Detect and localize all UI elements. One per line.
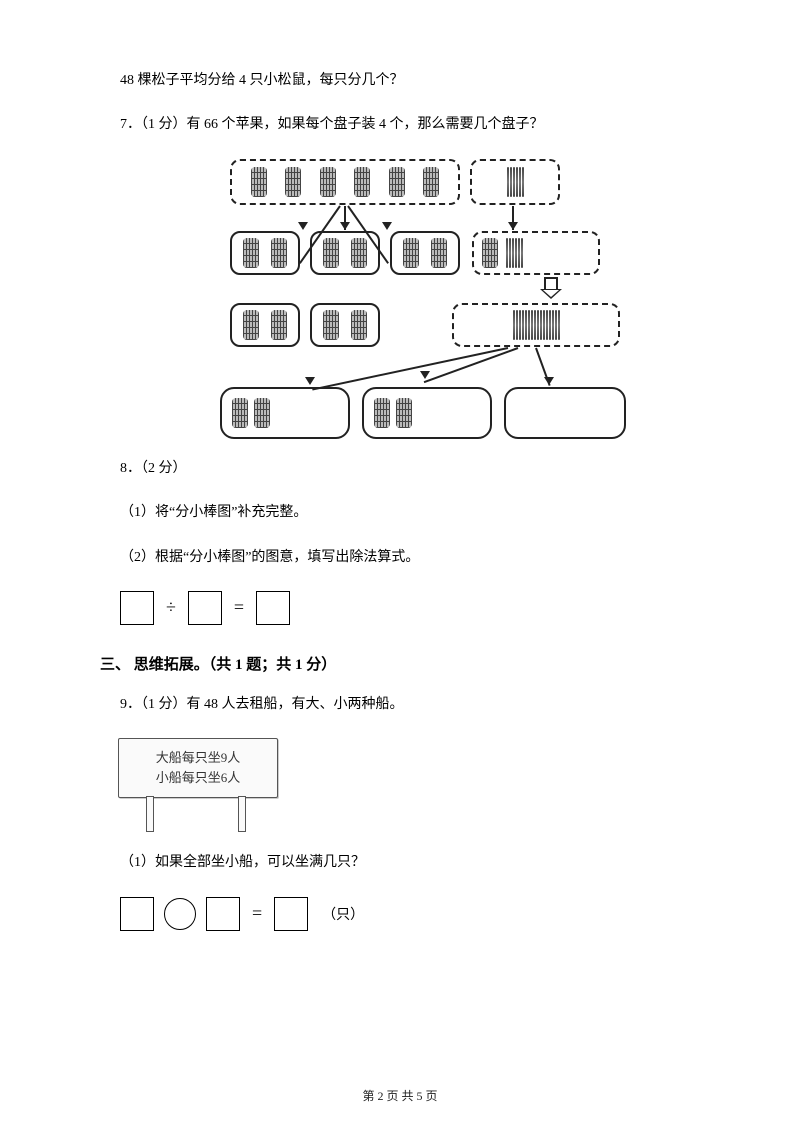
q9-label: 9．（1 分）有 48 人去租船，有大、小两种船。 bbox=[120, 694, 700, 716]
blank-op-circle[interactable] bbox=[164, 898, 196, 930]
sign-line1: 大船每只坐9人 bbox=[156, 748, 241, 769]
q8-sub2: （2）根据“分小棒图”的图意，填写出除法算式。 bbox=[120, 547, 700, 569]
r3-box1 bbox=[230, 303, 300, 347]
r2-box2 bbox=[310, 231, 380, 275]
top-sticks-box bbox=[470, 159, 560, 205]
divide-op: ÷ bbox=[164, 597, 178, 618]
section-3-title: 三、 思维拓展。（共 1 题；共 1 分） bbox=[100, 653, 700, 674]
blank-box[interactable] bbox=[274, 897, 308, 931]
r2-box3 bbox=[390, 231, 460, 275]
r3-box2 bbox=[310, 303, 380, 347]
equals-op: = bbox=[232, 597, 246, 618]
sign-line2: 小船每只坐6人 bbox=[156, 768, 241, 789]
r4-box1 bbox=[220, 387, 350, 439]
boat-sign: 大船每只坐9人 小船每只坐6人 bbox=[118, 738, 288, 834]
sign-post bbox=[146, 796, 154, 832]
sign-post bbox=[238, 796, 246, 832]
equals-op: = bbox=[250, 903, 264, 924]
q7-text: 7．（1 分）有 66 个苹果，如果每个盘子装 4 个，那么需要几个盘子？ bbox=[120, 114, 700, 136]
q8-sub1: （1）将“分小棒图”补充完整。 bbox=[120, 502, 700, 524]
sign-board: 大船每只坐9人 小船每只坐6人 bbox=[118, 738, 278, 798]
r2-remainder bbox=[472, 231, 600, 275]
blank-box[interactable] bbox=[206, 897, 240, 931]
unit-text: （只） bbox=[322, 904, 364, 924]
r4-box2 bbox=[362, 387, 492, 439]
worksheet-page: 48 棵松子平均分给 4 只小松鼠，每只分几个？ 7．（1 分）有 66 个苹果… bbox=[0, 0, 800, 1132]
blank-box[interactable] bbox=[120, 897, 154, 931]
r3-sticks bbox=[452, 303, 620, 347]
q8-equation: ÷ = bbox=[120, 591, 700, 625]
page-footer: 第 2 页 共 5 页 bbox=[0, 1087, 800, 1104]
r2-box1 bbox=[230, 231, 300, 275]
q-precursor-text: 48 棵松子平均分给 4 只小松鼠，每只分几个？ bbox=[120, 70, 700, 92]
blank-box[interactable] bbox=[256, 591, 290, 625]
big-arrow-icon bbox=[540, 277, 562, 299]
q8-label: 8．（2 分） bbox=[120, 458, 700, 480]
blank-box[interactable] bbox=[188, 591, 222, 625]
top-bundle-box bbox=[230, 159, 460, 205]
blank-box[interactable] bbox=[120, 591, 154, 625]
q9-sub1: （1）如果全部坐小船，可以坐满几只？ bbox=[120, 852, 700, 874]
r4-box3 bbox=[504, 387, 626, 439]
q7-diagram bbox=[170, 159, 630, 444]
q9-equation: = （只） bbox=[120, 897, 700, 931]
